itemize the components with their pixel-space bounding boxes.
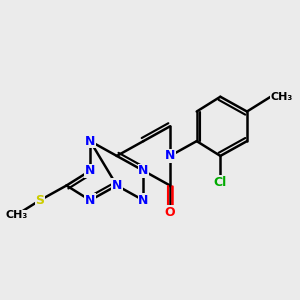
Text: N: N [165, 149, 175, 162]
Text: S: S [35, 194, 44, 207]
Text: N: N [138, 194, 148, 207]
Text: CH₃: CH₃ [5, 210, 27, 220]
Text: N: N [85, 194, 95, 207]
Text: CH₃: CH₃ [271, 92, 293, 102]
Text: N: N [112, 179, 122, 192]
Text: N: N [85, 164, 95, 177]
Text: O: O [165, 206, 176, 219]
Text: N: N [138, 164, 148, 177]
Text: Cl: Cl [214, 176, 227, 189]
Text: N: N [85, 135, 95, 148]
